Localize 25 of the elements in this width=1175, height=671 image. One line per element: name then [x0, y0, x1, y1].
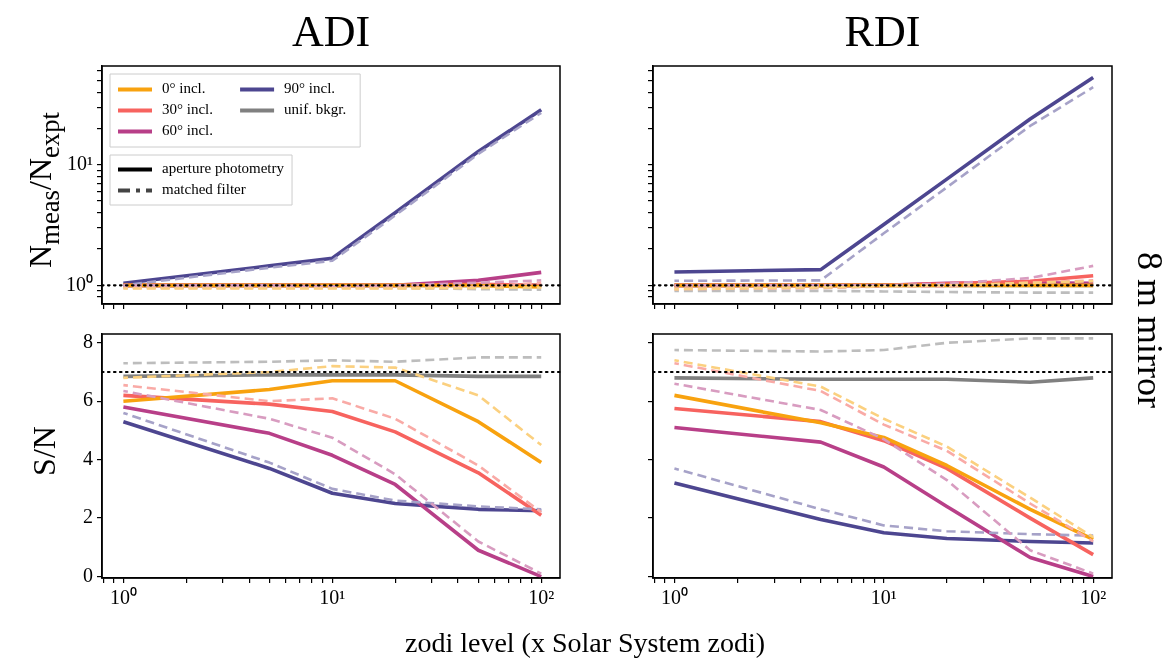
y-tick-label: 2 — [83, 505, 93, 528]
x-tick-label: 10² — [528, 586, 555, 609]
y-tick-label: 10⁰ — [66, 272, 93, 295]
y-tick-label: 8 — [83, 330, 93, 353]
x-tick-label: 10¹ — [319, 586, 346, 609]
annotation: matched filter — [162, 181, 246, 198]
y-tick-label: 6 — [83, 388, 93, 411]
legend-label: 90° incl. — [284, 80, 336, 97]
annotation: aperture photometry — [162, 160, 285, 177]
chart-title: RDI — [844, 7, 921, 56]
x-tick-label: 10⁰ — [660, 586, 688, 609]
legend-label: 30° incl. — [162, 101, 213, 118]
x-tick-label: 10² — [1080, 586, 1107, 609]
y-tick-label: 0 — [83, 563, 93, 586]
y-axis-title: S/N — [26, 426, 62, 476]
text: 8 m mirror — [1130, 252, 1170, 408]
x-tick-label: 10¹ — [870, 586, 897, 609]
y-tick-label: 4 — [83, 446, 93, 469]
legend-label: 60° incl. — [162, 122, 213, 139]
y-tick-label: 10¹ — [67, 152, 93, 175]
x-axis-title: zodi level (x Solar System zodi) — [404, 627, 766, 658]
legend-label: unif. bkgr. — [284, 101, 347, 118]
chart-title: ADI — [291, 7, 371, 56]
x-tick-label: 10⁰ — [109, 586, 137, 609]
legend-label: 0° incl. — [162, 80, 206, 97]
